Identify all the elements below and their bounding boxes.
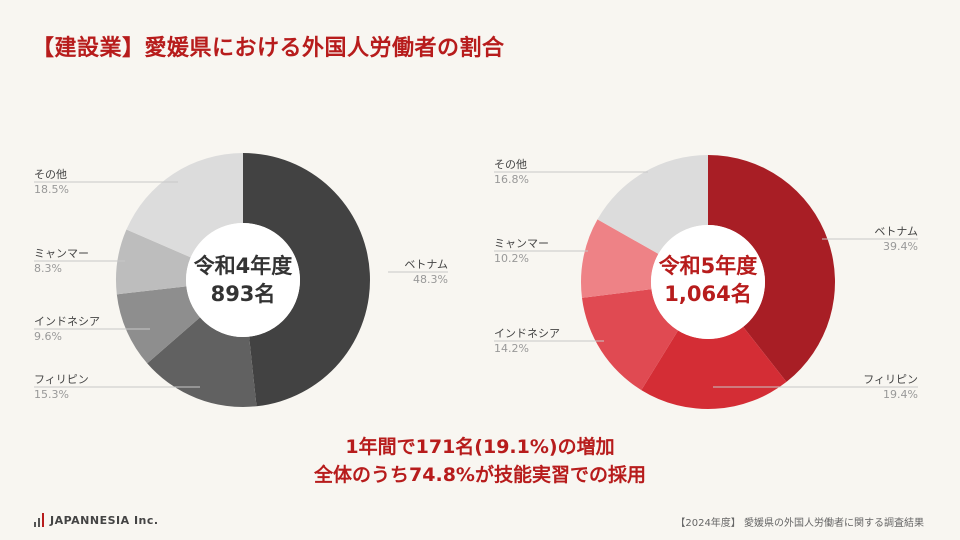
chart2-label-name-3: ミャンマー	[494, 237, 549, 250]
chart2-label-pct-4: 16.8%	[494, 173, 529, 186]
summary-technical-intern: 全体のうち74.8%が技能実習での採用	[314, 464, 646, 486]
chart2-label-pct-3: 10.2%	[494, 252, 529, 265]
chart2-slice-3	[581, 219, 659, 298]
chart2-label-pct-0: 39.4%	[883, 240, 918, 253]
chart1-slice-3	[116, 229, 191, 295]
chart2-label-pct-1: 19.4%	[883, 388, 918, 401]
chart1-label-pct-1: 15.3%	[34, 388, 69, 401]
chart1-total: 893名	[210, 282, 276, 306]
chart2-center-label: 令和5年度 1,064名	[633, 252, 783, 308]
chart1-year: 令和4年度	[193, 254, 293, 278]
chart1-hole	[186, 223, 300, 337]
chart2-slice-0	[708, 155, 836, 382]
chart2-total: 1,064名	[664, 282, 752, 306]
logo-text: JAPANNESIA Inc.	[50, 514, 159, 527]
chart1-slice-1	[147, 317, 257, 407]
chart1-slice-4	[126, 153, 243, 258]
chart1-label-name-1: フィリピン	[34, 373, 89, 386]
chart1-label-pct-0: 48.3%	[413, 273, 448, 286]
chart2-hole	[651, 225, 765, 339]
chart1-label-pct-4: 18.5%	[34, 183, 69, 196]
chart1-slice-2	[116, 286, 201, 364]
chart2-label-name-2: インドネシア	[494, 327, 560, 340]
chart1-label-name-4: その他	[34, 168, 67, 181]
chart2-year: 令和5年度	[658, 254, 758, 278]
chart2-slice-2	[582, 289, 679, 391]
summary-increase: 1年間で171名(19.1%)の増加	[345, 436, 615, 458]
chart1-label-name-0: ベトナム	[404, 258, 448, 271]
chart1-slice-0	[243, 153, 371, 407]
page-title: 【建設業】愛媛県における外国人労働者の割合	[32, 36, 505, 61]
chart2-slice-1	[641, 326, 787, 410]
chart2-label-pct-2: 14.2%	[494, 342, 529, 355]
chart2-slice-4	[597, 155, 708, 254]
chart2-label-name-0: ベトナム	[874, 225, 918, 238]
logo-mark-icon	[34, 513, 44, 527]
chart1-center-label: 令和4年度 893名	[171, 252, 315, 308]
chart2-label-name-4: その他	[494, 158, 527, 171]
chart2-label-name-1: フィリピン	[863, 373, 918, 386]
chart1-label-pct-2: 9.6%	[34, 330, 62, 343]
footer-source: 【2024年度】 愛媛県の外国人労働者に関する調査結果	[675, 518, 924, 529]
chart1-label-name-2: インドネシア	[34, 315, 100, 328]
company-logo: JAPANNESIA Inc.	[34, 513, 159, 527]
chart1-label-name-3: ミャンマー	[34, 247, 89, 260]
chart1-label-pct-3: 8.3%	[34, 262, 62, 275]
